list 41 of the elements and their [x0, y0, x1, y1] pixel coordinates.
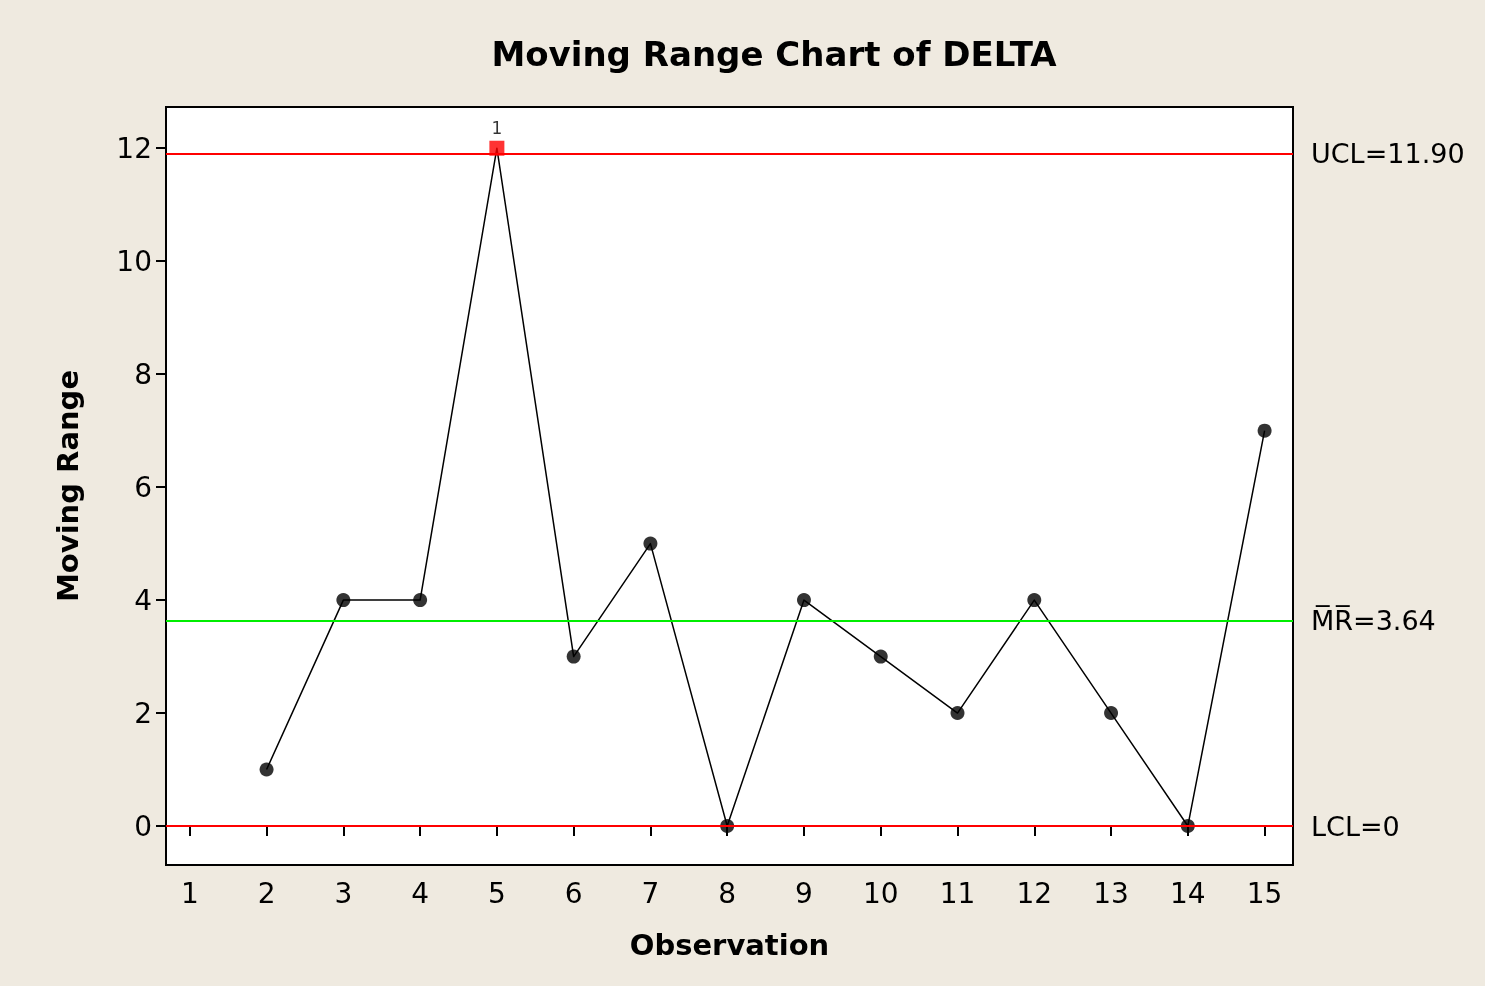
x-tick-label: 14: [1170, 876, 1206, 910]
ref-line-label: UCL=11.90: [1311, 138, 1465, 170]
point: [413, 593, 428, 608]
ref-line-label: LCL=0: [1311, 810, 1400, 842]
x-tick-label: 11: [939, 876, 976, 910]
x-axis-title: Observation: [629, 927, 830, 962]
x-tick-label: 12: [1016, 876, 1053, 910]
point: [336, 593, 351, 608]
point: [643, 536, 658, 551]
x-tick-label: 2: [257, 876, 276, 910]
y-tick-label: 2: [134, 696, 152, 730]
point: [1027, 593, 1042, 608]
point: [259, 762, 274, 777]
y-tick-label: 8: [134, 357, 152, 391]
point: [1104, 706, 1119, 721]
x-tick-label: 5: [487, 876, 506, 910]
y-axis-title: Moving Range: [50, 369, 85, 603]
x-tick-label: 7: [641, 876, 660, 910]
y-tick-label: 0: [134, 809, 152, 843]
y-tick-label: 6: [134, 470, 152, 504]
x-tick-label: 13: [1093, 876, 1129, 910]
y-tick-label: 4: [134, 583, 152, 617]
chart-title: Moving Range Chart of DELTA: [491, 34, 1058, 74]
point: [950, 706, 965, 721]
x-tick-label: 1: [180, 876, 199, 910]
x-tick-label: 8: [718, 876, 737, 910]
x-tick-label: 4: [411, 876, 430, 910]
ref-line-label: M̅R̅=3.64: [1311, 604, 1436, 636]
point: [796, 593, 811, 608]
point: [873, 649, 888, 664]
x-tick-label: 9: [795, 876, 813, 910]
x-tick-label: 15: [1246, 876, 1283, 910]
x-tick-label: 6: [564, 876, 583, 910]
point: [566, 649, 581, 664]
y-tick-label: 10: [116, 244, 152, 278]
x-tick-label: 10: [862, 876, 899, 910]
y-tick-label: 12: [116, 131, 152, 165]
annotation: 1: [491, 117, 503, 138]
point: [1257, 423, 1272, 438]
point: [489, 140, 505, 156]
x-tick-label: 3: [334, 876, 353, 910]
